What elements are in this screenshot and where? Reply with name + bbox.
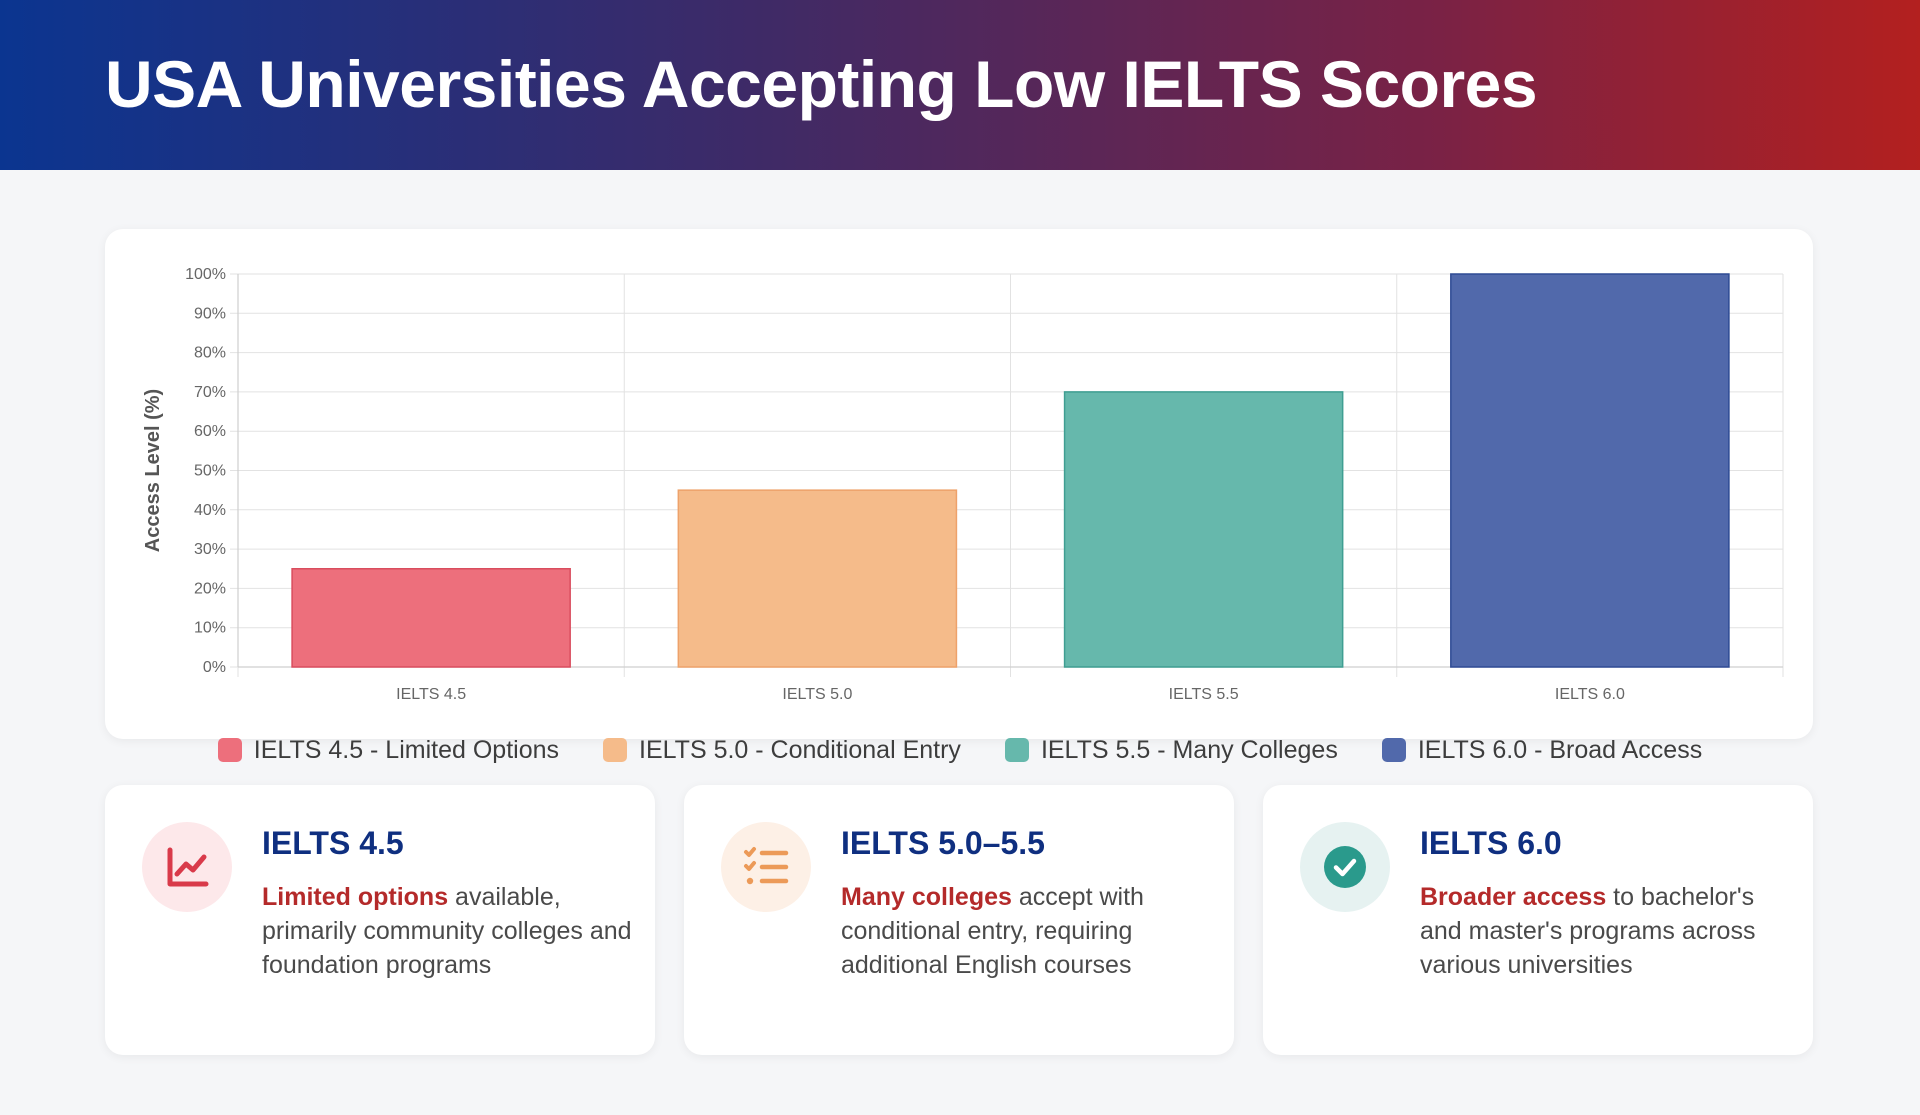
y-tick-label: 80% [194, 345, 226, 362]
legend-item-ielts-6-0: IELTS 6.0 - Broad Access [1381, 735, 1703, 765]
page-title: USA Universities Accepting Low IELTS Sco… [105, 47, 1538, 121]
legend-label: IELTS 4.5 - Limited Options [253, 735, 560, 764]
y-tick-label: 90% [194, 305, 226, 322]
info-card-description: Limited options available, primarily com… [262, 880, 632, 982]
y-tick-label: 70% [194, 384, 226, 401]
info-icon-circle [1300, 822, 1390, 912]
legend-label: IELTS 5.0 - Conditional Entry [639, 735, 961, 764]
x-tick-label: IELTS 5.0 [782, 686, 852, 703]
info-card-description: Many colleges accept with conditional en… [841, 880, 1211, 982]
info-card-highlight: Broader access [1420, 883, 1607, 911]
y-tick-label: 20% [194, 580, 226, 597]
legend-swatch [603, 738, 628, 762]
legend-swatch [1004, 738, 1029, 762]
chart-line-icon [167, 847, 209, 887]
legend-swatch [217, 738, 242, 762]
bar-ielts-5-0 [677, 489, 958, 668]
bar-chart: 0% 10% 20% 30% 40% 50% 60% 70% 80% 90% 100% IELTS 4… [142, 266, 1784, 703]
legend-label: IELTS 5.5 - Many Colleges [1040, 735, 1338, 764]
x-tick-label: IELTS 6.0 [1555, 686, 1625, 703]
info-card-ielts-6-0: IELTS 6.0 Broader access to bachelor's a… [1263, 785, 1813, 1055]
x-tick-label: IELTS 4.5 [396, 686, 466, 703]
legend-label: IELTS 6.0 - Broad Access [1417, 735, 1703, 764]
info-card-highlight: Limited options [262, 883, 449, 911]
x-tick-label: IELTS 5.5 [1169, 686, 1239, 703]
info-card-highlight: Many colleges [841, 883, 1012, 911]
chart-card: 0% 10% 20% 30% 40% 50% 60% 70% 80% 90% 100% IELTS 4… [105, 229, 1813, 739]
info-card-text: accept with conditional entry, requiring… [841, 883, 1144, 979]
info-card-title: IELTS 4.5 [262, 825, 404, 861]
y-axis-title: Access Level (%) [142, 389, 164, 552]
info-icon-circle [721, 822, 811, 912]
legend-item-ielts-5-0: IELTS 5.0 - Conditional Entry [603, 736, 961, 765]
info-card-ielts-5-0-5-5: IELTS 5.0–5.5 Many colleges accept with … [684, 785, 1234, 1055]
y-tick-label: 100% [185, 266, 226, 283]
info-card-description: Broader access to bachelor's and master'… [1420, 880, 1790, 982]
info-cards: IELTS 4.5 Limited options available, pri… [105, 785, 1813, 1055]
bar-ielts-6-0 [1450, 273, 1730, 668]
check-circle-icon [1324, 846, 1366, 888]
y-tick-label: 30% [194, 541, 226, 558]
info-card-text: available, primarily community colleges … [262, 883, 632, 979]
chart-legend: IELTS 4.5 - Limited Options IELTS 5.0 - … [0, 732, 1920, 768]
legend-item-ielts-5-5: IELTS 5.5 - Many Colleges [1004, 735, 1338, 765]
info-card-text: to bachelor's and master's programs acro… [1420, 883, 1756, 979]
bar-ielts-4-5 [291, 568, 571, 668]
header-banner: USA Universities Accepting Low IELTS Sco… [0, 0, 1920, 170]
y-tick-label: 40% [194, 502, 226, 519]
y-tick-label: 0% [203, 659, 226, 676]
y-tick-label: 10% [194, 620, 226, 637]
info-card-title: IELTS 6.0 [1420, 825, 1562, 861]
bar-ielts-5-5 [1063, 391, 1344, 668]
legend-item-ielts-4-5: IELTS 4.5 - Limited Options [217, 735, 560, 765]
y-tick-label: 50% [194, 463, 226, 480]
info-icon-circle [142, 822, 232, 912]
legend-swatch [1381, 738, 1406, 762]
y-tick-label: 60% [194, 423, 226, 440]
info-card-title: IELTS 5.0–5.5 [841, 825, 1045, 861]
checklist-icon [744, 847, 789, 885]
info-card-ielts-4-5: IELTS 4.5 Limited options available, pri… [105, 785, 655, 1055]
